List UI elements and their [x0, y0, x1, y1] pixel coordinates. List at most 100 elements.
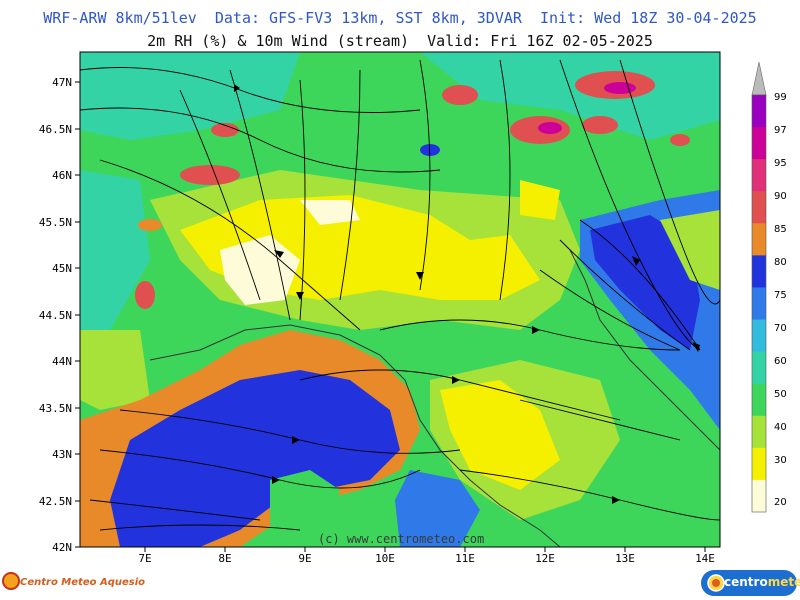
lon-label: 10E [375, 552, 395, 565]
rh-band-30-tuscany [440, 380, 560, 490]
colorbar-swatch [752, 287, 766, 321]
colorbar-swatch [752, 255, 766, 288]
lat-label: 46.5N [39, 123, 72, 136]
rh-band-20-lombardy [300, 200, 360, 225]
colorbar-label: 40 [774, 422, 787, 433]
rh-band-80-adriatic [590, 215, 700, 350]
rh-band-70-alps-east [420, 52, 720, 140]
rh-peak-6 [582, 116, 618, 134]
coastline-adriatic [569, 249, 720, 451]
colorbar-label: 75 [774, 290, 787, 301]
arrow [632, 256, 640, 266]
colorbar-label: 85 [774, 224, 787, 235]
rh-band-70-alps-west [80, 52, 300, 140]
map-frame [79, 51, 721, 548]
rh-peak-10 [670, 134, 690, 146]
colorbar-label: 30 [774, 455, 787, 466]
lon-label: 13E [615, 552, 635, 565]
streamline [519, 399, 681, 441]
globe-icon [707, 574, 725, 592]
centro-meteo-aquesio-logo [2, 572, 20, 590]
colorbar-label: 95 [774, 158, 787, 169]
streamline [499, 59, 511, 301]
lat-label: 42.5N [39, 495, 72, 508]
colorbar-label: 80 [774, 257, 787, 268]
colorbar-swatch [752, 383, 766, 417]
streamline [339, 69, 361, 301]
colorbar-label: 99 [774, 92, 787, 103]
arrow [272, 476, 280, 484]
arrow [692, 342, 700, 352]
colorbar-label: 20 [774, 497, 787, 508]
colorbar-swatch [752, 351, 766, 385]
rh-band-75-tyrrhenian-east [395, 470, 480, 547]
lon-ticks [144, 547, 706, 552]
streamline [229, 69, 291, 321]
rh-band-30-veneto [520, 180, 560, 220]
arrow [416, 272, 424, 280]
streamline [539, 269, 681, 351]
colorbar-frame [751, 94, 767, 513]
logo-word-meteo: meteo [767, 575, 800, 589]
streamline [99, 524, 301, 531]
rh-corsica-land [270, 470, 340, 547]
streamline-arrows [234, 84, 700, 504]
streamline [179, 89, 261, 301]
colorbar-label: 90 [774, 191, 787, 202]
arrow [612, 496, 620, 504]
streamline [299, 79, 306, 321]
colorbar-label: 50 [774, 389, 787, 400]
lat-label: 43.5N [39, 402, 72, 415]
arrow [234, 84, 240, 92]
colorbar-swatch [752, 127, 766, 160]
lon-label: 12E [535, 552, 555, 565]
lon-label: 9E [298, 552, 311, 565]
streamline [559, 239, 691, 351]
centrometeo-logo-text: centrometeo [724, 575, 800, 589]
rh-band-70-west [80, 170, 150, 340]
rh-peak-1 [180, 165, 240, 185]
colorbar-swatch [752, 447, 766, 481]
streamline [89, 499, 261, 521]
arrow [296, 292, 304, 300]
streamline [80, 107, 441, 173]
colorbar-label: 97 [774, 125, 787, 136]
rh-band-40-istria [660, 210, 720, 290]
colorbar-top-arrow [751, 61, 767, 96]
streamline [619, 59, 720, 305]
lon-labels: 7E 8E 9E 10E 11E 12E 13E 14E [138, 552, 715, 565]
logo-word-centro: centro [724, 575, 768, 589]
lat-label: 42N [52, 541, 72, 554]
rh-peak-5-core [604, 82, 636, 94]
lon-label: 14E [695, 552, 715, 565]
lat-label: 44.5N [39, 309, 72, 322]
lat-label: 45.5N [39, 216, 72, 229]
colorbar-swatch [752, 479, 766, 513]
streamline [419, 59, 431, 291]
colorbar-swatch [752, 415, 766, 449]
copyright-credit: (c) www.centrometeo.com [318, 532, 485, 546]
logo-left-text: Centro Meteo Aquesio [20, 577, 145, 588]
rh-peak-2 [211, 123, 239, 137]
lat-label: 46N [52, 169, 72, 182]
arrow [292, 436, 300, 444]
colorbar-swatch [752, 159, 766, 192]
lon-label: 8E [218, 552, 231, 565]
streamline [99, 159, 361, 331]
lat-ticks [75, 81, 80, 548]
rh-peak-4-core [538, 122, 562, 134]
rh-peaks [135, 71, 690, 309]
colorbar-swatch [752, 95, 766, 128]
streamline [80, 67, 421, 113]
arrow [452, 376, 460, 384]
lat-label: 44N [52, 355, 72, 368]
model-header-line: WRF-ARW 8km/51lev Data: GFS-FV3 13km, SS… [43, 9, 757, 27]
colorbar-swatch [752, 223, 766, 256]
lon-label: 7E [138, 552, 151, 565]
colorbar-swatch [752, 191, 766, 224]
colorbar-label: 70 [774, 323, 787, 334]
colorbar-label: 60 [774, 356, 787, 367]
arrow [274, 250, 284, 258]
rh-peak-8 [138, 219, 162, 231]
streamline [579, 219, 701, 351]
